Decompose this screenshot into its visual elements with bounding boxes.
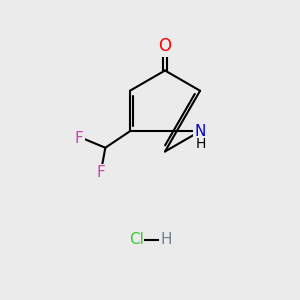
Text: H: H [161, 232, 172, 247]
Text: Cl: Cl [129, 232, 144, 247]
Text: F: F [75, 131, 84, 146]
Text: H: H [196, 137, 206, 151]
Text: F: F [97, 165, 105, 180]
Text: O: O [158, 37, 172, 55]
Text: N: N [194, 124, 206, 139]
